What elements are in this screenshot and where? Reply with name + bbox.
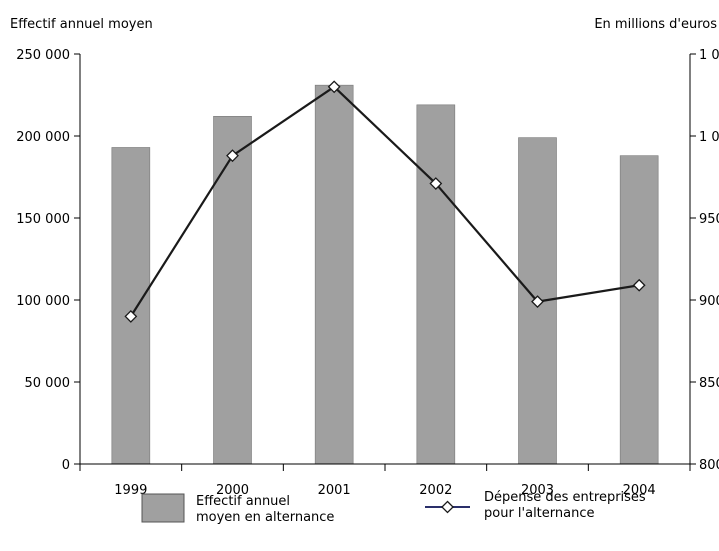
line-point-marker (632, 278, 646, 292)
bar (213, 116, 252, 465)
left-tick-label: 200 000 (16, 130, 70, 145)
right-tick-label: 950 (699, 212, 719, 227)
legend-line-label-line-2: pour l'alternance (484, 506, 595, 521)
x-tick-label: 2002 (419, 483, 452, 498)
bar (619, 155, 659, 465)
line-series-path (129, 85, 640, 317)
line-point-marker (226, 149, 239, 163)
legend: Effectif annuel moyen en alternance Dépe… (141, 490, 646, 525)
legend-line-marker (441, 500, 454, 514)
bar (314, 84, 354, 465)
x-tick-label: 2003 (521, 483, 554, 498)
left-tick-label: 250 000 (16, 48, 70, 63)
left-tick-label: 100 000 (16, 294, 70, 309)
legend-bar-label-line-1: Effectif annuel (196, 494, 290, 509)
bar (416, 104, 456, 465)
x-tick-label: 1999 (114, 483, 147, 498)
legend-bar-swatch (141, 493, 185, 523)
line-point-marker (327, 80, 341, 94)
line-point-marker (531, 295, 544, 309)
right-axis-title: En millions d'euros (594, 17, 717, 32)
right-tick-label: 1 000 (699, 130, 719, 145)
bar (111, 147, 151, 465)
line-point-marker (124, 309, 138, 323)
legend-line-label-line-1: Dépense des entreprises (484, 490, 646, 505)
line-point-marker (429, 177, 443, 190)
x-tick-label: 2000 (216, 483, 249, 498)
left-axis-title: Effectif annuel moyen (10, 17, 153, 32)
left-tick-label: 150 000 (16, 212, 70, 227)
right-tick-label: 800 (699, 458, 719, 473)
plot-area: 0 50 000 100 000 150 000 200 000 250 000 800 85… (16, 48, 719, 498)
left-tick-label: 50 000 (25, 376, 71, 391)
right-tick-label: 1 050 (699, 48, 719, 63)
right-tick-label: 850 (699, 376, 719, 391)
legend-bar-label-line-2: moyen en alternance (196, 510, 334, 525)
x-tick-label: 2001 (318, 483, 351, 498)
left-tick-label: 0 (62, 458, 70, 473)
x-tick-label: 2004 (623, 483, 656, 498)
right-tick-label: 900 (699, 294, 719, 309)
